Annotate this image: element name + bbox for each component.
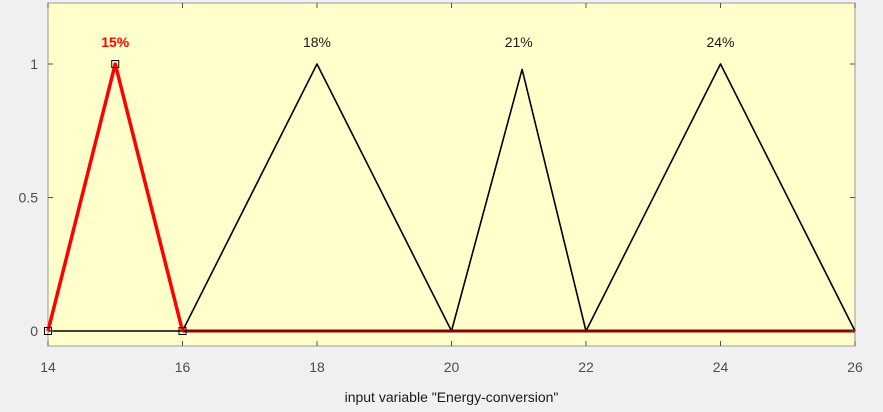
mf-handle	[178, 327, 187, 335]
mf-line	[450, 68, 587, 332]
mf-label: 15%	[101, 34, 130, 50]
mf-line	[181, 63, 453, 332]
mf-label: 18%	[303, 34, 331, 50]
mf-label: 21%	[505, 34, 533, 50]
x-tick-label: 24	[713, 359, 729, 375]
x-tick-label: 26	[847, 359, 863, 375]
mf-line	[585, 63, 856, 332]
x-tick-label: 16	[175, 359, 191, 375]
x-tick-label: 18	[309, 359, 325, 375]
x-axis-title: input variable "Energy-conversion"	[345, 389, 559, 405]
plot-area	[47, 2, 856, 347]
mf-label: 24%	[706, 34, 734, 50]
x-tick-label: 20	[444, 359, 460, 375]
y-tick-label: 0	[30, 323, 38, 339]
x-tick-label: 22	[578, 359, 594, 375]
mf-handle	[111, 60, 120, 68]
y-tick-label: 1	[30, 56, 38, 72]
mf-line-selected	[46, 62, 185, 332]
y-tick-label: 0.5	[19, 190, 39, 206]
x-tick-label: 14	[40, 359, 56, 375]
